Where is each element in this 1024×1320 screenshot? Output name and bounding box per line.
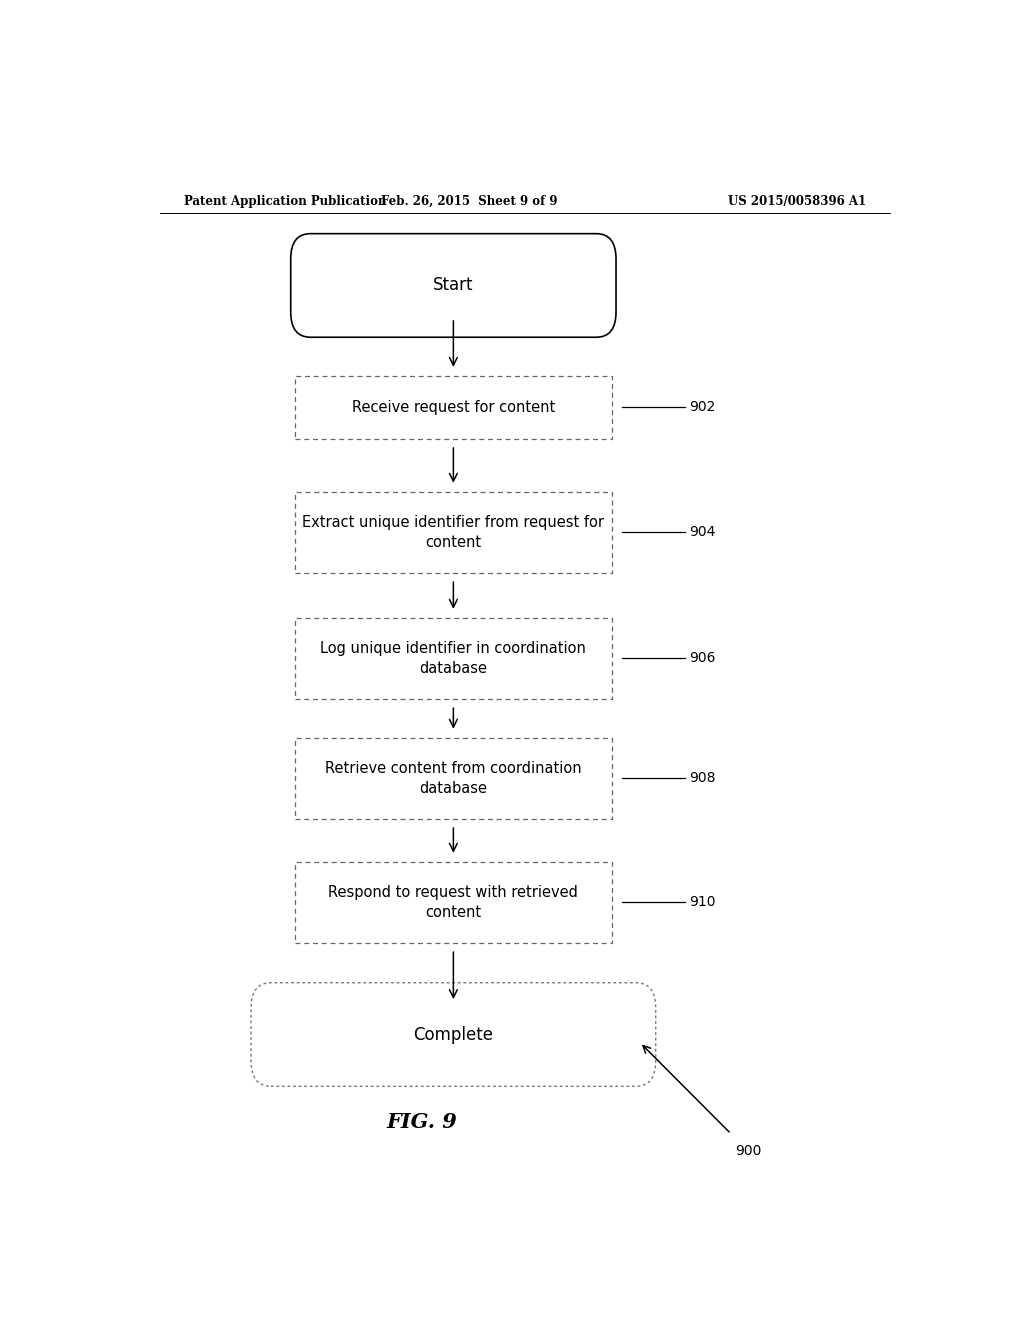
Bar <box>295 862 612 942</box>
FancyBboxPatch shape <box>291 234 616 337</box>
Text: Log unique identifier in coordination
database: Log unique identifier in coordination da… <box>321 642 587 676</box>
Text: 910: 910 <box>689 895 716 909</box>
Text: Respond to request with retrieved
content: Respond to request with retrieved conten… <box>329 884 579 920</box>
Text: Patent Application Publication: Patent Application Publication <box>183 194 386 207</box>
Text: US 2015/0058396 A1: US 2015/0058396 A1 <box>728 194 866 207</box>
Text: Retrieve content from coordination
database: Retrieve content from coordination datab… <box>325 762 582 796</box>
Text: Complete: Complete <box>414 1026 494 1044</box>
Text: Start: Start <box>433 276 474 294</box>
Text: Extract unique identifier from request for
content: Extract unique identifier from request f… <box>302 515 604 550</box>
Bar <box>295 618 612 700</box>
Bar <box>295 492 612 573</box>
FancyBboxPatch shape <box>251 983 655 1086</box>
Text: 902: 902 <box>689 400 716 414</box>
Text: 904: 904 <box>689 525 716 540</box>
Text: Receive request for content: Receive request for content <box>352 400 555 414</box>
Text: 908: 908 <box>689 771 716 785</box>
Text: Feb. 26, 2015  Sheet 9 of 9: Feb. 26, 2015 Sheet 9 of 9 <box>381 194 557 207</box>
Text: FIG. 9: FIG. 9 <box>386 1111 457 1133</box>
Text: 906: 906 <box>689 652 716 665</box>
Bar <box>295 376 612 440</box>
Text: 900: 900 <box>735 1144 762 1158</box>
Bar <box>295 738 612 818</box>
